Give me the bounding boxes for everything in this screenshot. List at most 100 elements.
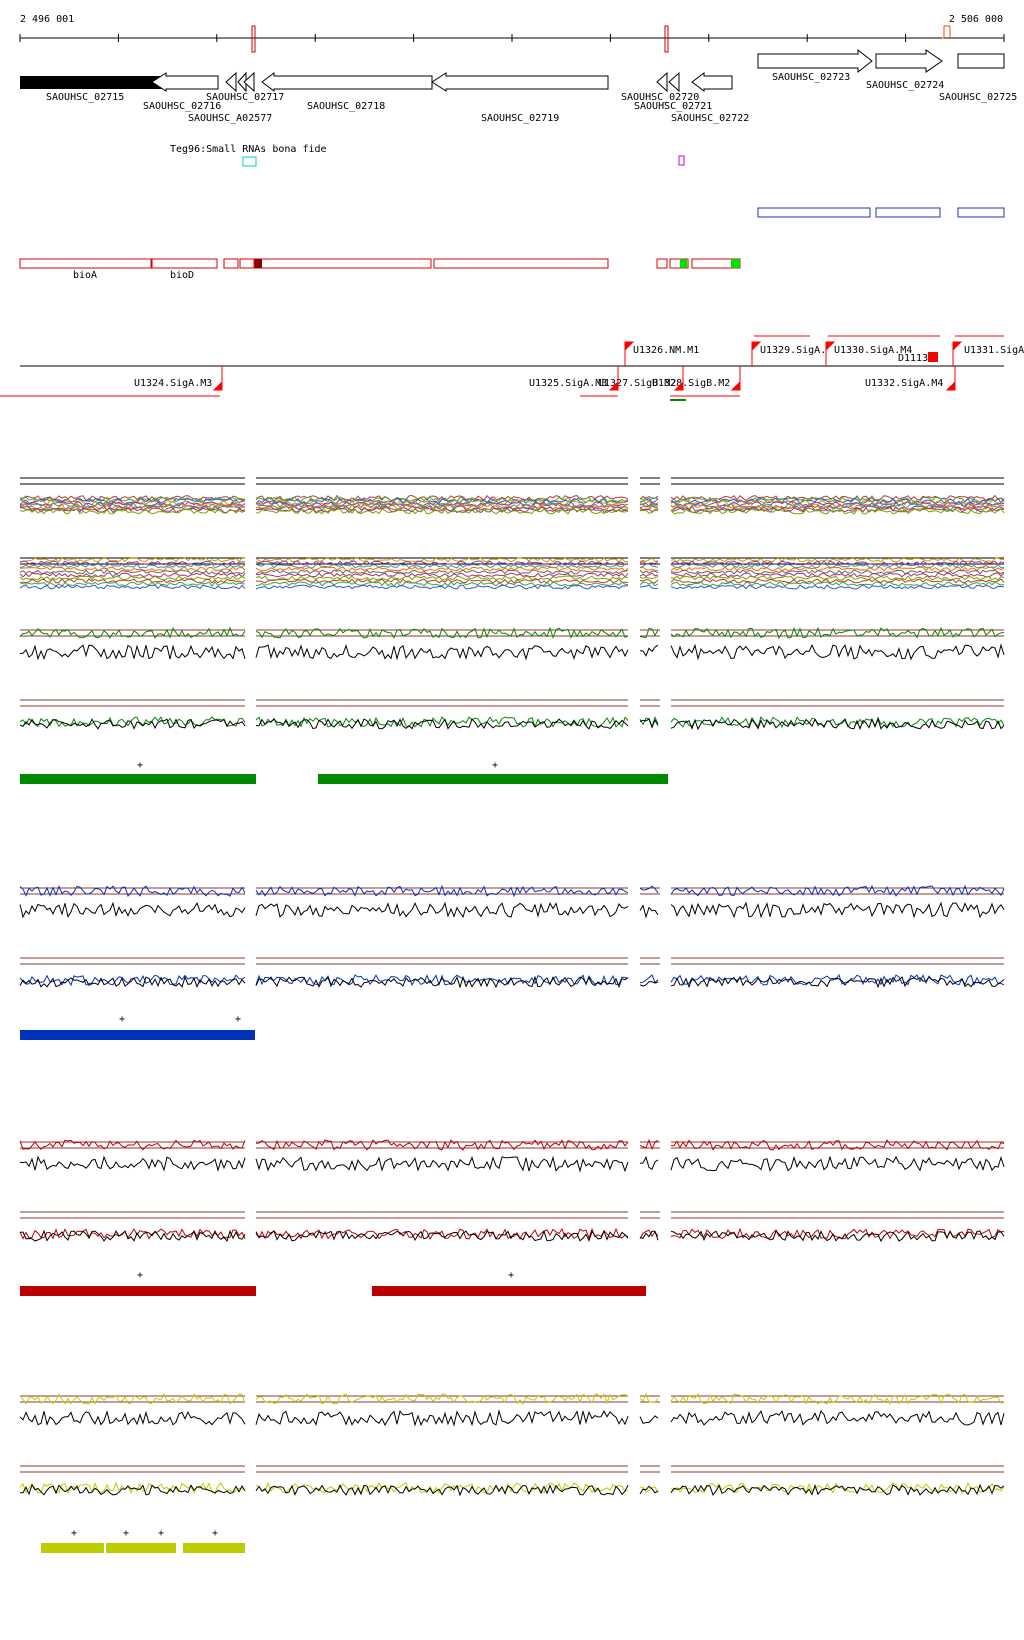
expression-trace xyxy=(19,495,246,502)
expression-trace xyxy=(639,502,659,507)
expression-trace xyxy=(670,581,1005,587)
expression-trace xyxy=(19,500,246,508)
expression-trace xyxy=(670,499,1005,506)
operon-feature[interactable] xyxy=(656,258,668,269)
expression-trace xyxy=(639,581,659,587)
gene-label: SAOUHSC_02722 xyxy=(671,113,749,124)
gene-SAOUHSC_02718[interactable] xyxy=(261,72,433,92)
expression-trace xyxy=(639,566,659,572)
significance-bar xyxy=(20,1030,255,1040)
operon-bioD[interactable] xyxy=(151,258,218,269)
promoter-flag xyxy=(608,366,619,391)
operon-feature[interactable] xyxy=(239,258,255,269)
operon-feature[interactable] xyxy=(669,258,689,269)
expression-trace xyxy=(639,1485,659,1495)
expression-trace xyxy=(670,901,1005,919)
expression-trace xyxy=(19,563,246,569)
gene-SAOUHSC_A02577[interactable] xyxy=(225,71,237,93)
operon-bioA[interactable] xyxy=(19,258,152,269)
expression-trace xyxy=(670,715,1005,729)
gene-SAOUHSC_02724[interactable] xyxy=(875,49,943,73)
expression-trace xyxy=(19,901,246,919)
blue-feature[interactable] xyxy=(757,207,871,218)
small-rna-feature[interactable] xyxy=(242,156,257,167)
blue-feature[interactable] xyxy=(957,207,1005,218)
significance-marker: + xyxy=(508,1270,514,1281)
significance-marker: + xyxy=(119,1014,125,1025)
expression-trace xyxy=(670,626,1005,640)
green-mark xyxy=(680,259,687,268)
expression-trace xyxy=(255,975,629,989)
expression-trace xyxy=(255,575,629,581)
promoter-track: U1324.SigA.M3 U1325.SigA.M3 U1326.NM.M1 … xyxy=(0,335,1024,401)
expression-trace xyxy=(19,1229,246,1243)
expression-trace xyxy=(19,975,246,988)
significance-bar xyxy=(41,1543,104,1553)
small-rna-feature[interactable] xyxy=(678,155,685,166)
expression-trace xyxy=(19,1482,246,1495)
expression-trace xyxy=(639,1392,659,1403)
expression-trace xyxy=(670,504,1005,511)
gene-label: SAOUHSC_02719 xyxy=(481,113,559,124)
ruler-marker xyxy=(942,25,951,39)
promoter-flag xyxy=(212,366,223,391)
expression-trace xyxy=(19,569,246,575)
gene-SAOUHSC_02723[interactable] xyxy=(757,48,873,74)
small-rna-label: Teg96:Small RNAs bona fide xyxy=(170,144,327,155)
gene-SAOUHSC_02720[interactable] xyxy=(656,71,668,93)
ruler-marker xyxy=(251,25,256,53)
gene-SAOUHSC_02725[interactable] xyxy=(957,53,1005,69)
expression-trace xyxy=(19,497,246,505)
expression-trace xyxy=(255,505,629,512)
expression-trace xyxy=(19,584,246,590)
gene-label: SAOUHSC_02716 xyxy=(143,101,221,112)
expression-trace xyxy=(670,578,1005,584)
operon-feature[interactable] xyxy=(254,258,432,269)
blue-feature[interactable] xyxy=(875,207,941,218)
expression-trace xyxy=(670,494,1005,502)
blue-feature-track xyxy=(757,207,1005,218)
expression-trace xyxy=(19,581,246,587)
expression-trace xyxy=(255,503,629,511)
expression-trace xyxy=(19,644,246,661)
expression-trace xyxy=(20,1483,246,1496)
promoter-flag xyxy=(952,341,963,366)
expression-trace xyxy=(255,1484,629,1497)
gene-SAOUHSC_02717[interactable] xyxy=(243,71,255,93)
operon-feature[interactable] xyxy=(433,258,609,269)
gene-SAOUHSC_02721[interactable] xyxy=(668,71,680,93)
expression-trace xyxy=(255,557,629,563)
expression-trace xyxy=(639,499,659,506)
significance-bar xyxy=(20,1286,256,1296)
gene-SAOUHSC_02722[interactable] xyxy=(691,72,733,92)
gene-label: SAOUHSC_02723 xyxy=(772,72,850,83)
ruler-start-label: 2 496 001 xyxy=(20,14,74,25)
expression-trace xyxy=(19,572,246,578)
expression-trace xyxy=(255,497,629,505)
significance-marker: + xyxy=(71,1528,77,1539)
expression-trace xyxy=(639,503,659,510)
expression-trace xyxy=(255,508,629,515)
significance-marker: + xyxy=(492,760,498,771)
promoter-label: U1326.NM.M1 xyxy=(633,345,699,356)
expression-trace xyxy=(255,626,629,639)
significance-bar xyxy=(20,774,256,784)
expression-trace xyxy=(19,499,246,506)
expression-trace xyxy=(670,569,1005,575)
ruler-marker xyxy=(664,25,669,53)
operon-feature[interactable] xyxy=(223,258,239,269)
coordinate-ruler: 2 496 001 2 506 000 xyxy=(19,14,1005,53)
gene-SAOUHSC_02716[interactable] xyxy=(151,72,219,92)
expression-trace xyxy=(639,627,659,639)
significance-marker: + xyxy=(137,760,143,771)
gene-SAOUHSC_02719[interactable] xyxy=(431,72,609,92)
expression-trace xyxy=(255,1481,629,1495)
expression-trace xyxy=(639,885,659,894)
expression-trace xyxy=(670,884,1005,897)
expression-trace xyxy=(19,560,245,566)
gene-SAOUHSC_02715[interactable] xyxy=(20,76,152,89)
condition-panel-2: + + xyxy=(19,884,1005,1040)
expression-trace xyxy=(255,1229,629,1242)
gene-label: SAOUHSC_02720 xyxy=(621,92,699,103)
gene-label: SAOUHSC_02724 xyxy=(866,80,944,91)
